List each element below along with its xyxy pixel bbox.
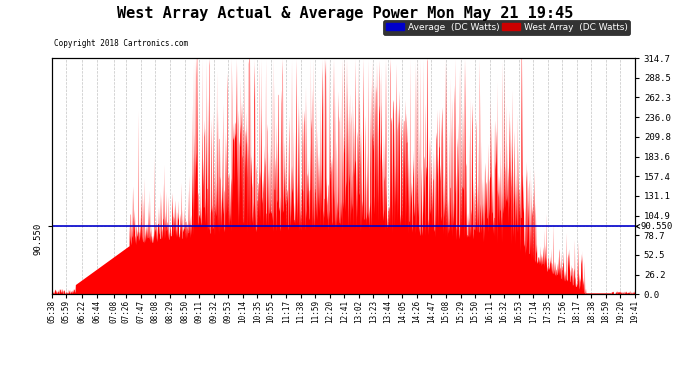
Legend: Average  (DC Watts), West Array  (DC Watts): Average (DC Watts), West Array (DC Watts… xyxy=(384,20,630,34)
Text: West Array Actual & Average Power Mon May 21 19:45: West Array Actual & Average Power Mon Ma… xyxy=(117,6,573,21)
Text: Copyright 2018 Cartronics.com: Copyright 2018 Cartronics.com xyxy=(54,39,188,48)
Text: 90.550: 90.550 xyxy=(636,222,673,231)
